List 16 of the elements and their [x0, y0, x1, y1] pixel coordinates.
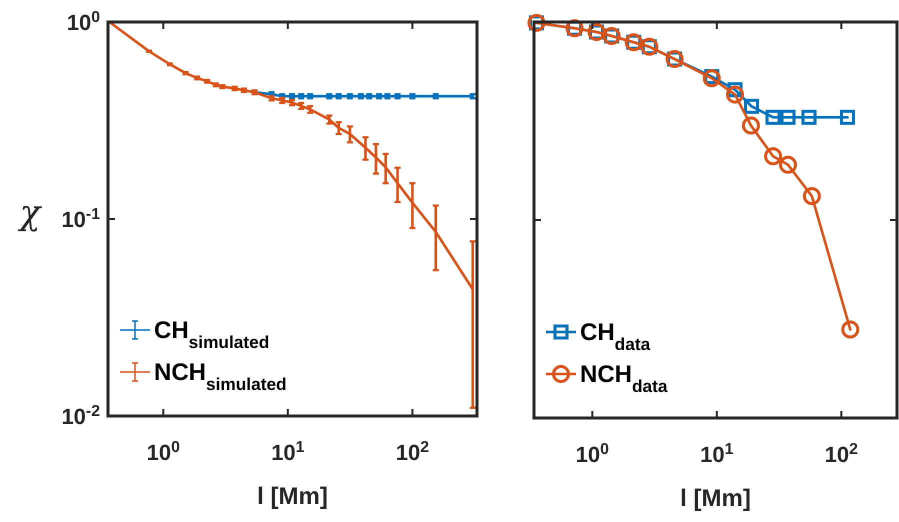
y-tick-label: 10$^{-2}$ — [61, 402, 100, 429]
legend-label: NCH$_{simulated}$ — [154, 359, 287, 394]
x-tick-label: 10$^{2}$ — [396, 438, 430, 465]
y-tick-label: 10$^{-1}$ — [61, 206, 100, 232]
legend-label: NCH$_{data}$ — [580, 361, 668, 396]
x-axis-title: l [Mm] — [680, 485, 751, 512]
x-tick-label: 10$^{0}$ — [146, 438, 180, 465]
legend-label: CH$_{simulated}$ — [154, 317, 270, 352]
y-tick-label: 10$^{0}$ — [66, 8, 100, 35]
y-axis-title: χ — [18, 193, 43, 233]
x-axis-title: l [Mm] — [257, 483, 328, 510]
x-tick-label: 10$^{1}$ — [271, 438, 305, 465]
legend-label: CH$_{data}$ — [580, 319, 651, 354]
x-tick-label: 10$^{1}$ — [700, 440, 734, 467]
x-tick-label: 10$^{0}$ — [576, 440, 610, 467]
x-tick-label: 10$^{2}$ — [824, 440, 858, 467]
